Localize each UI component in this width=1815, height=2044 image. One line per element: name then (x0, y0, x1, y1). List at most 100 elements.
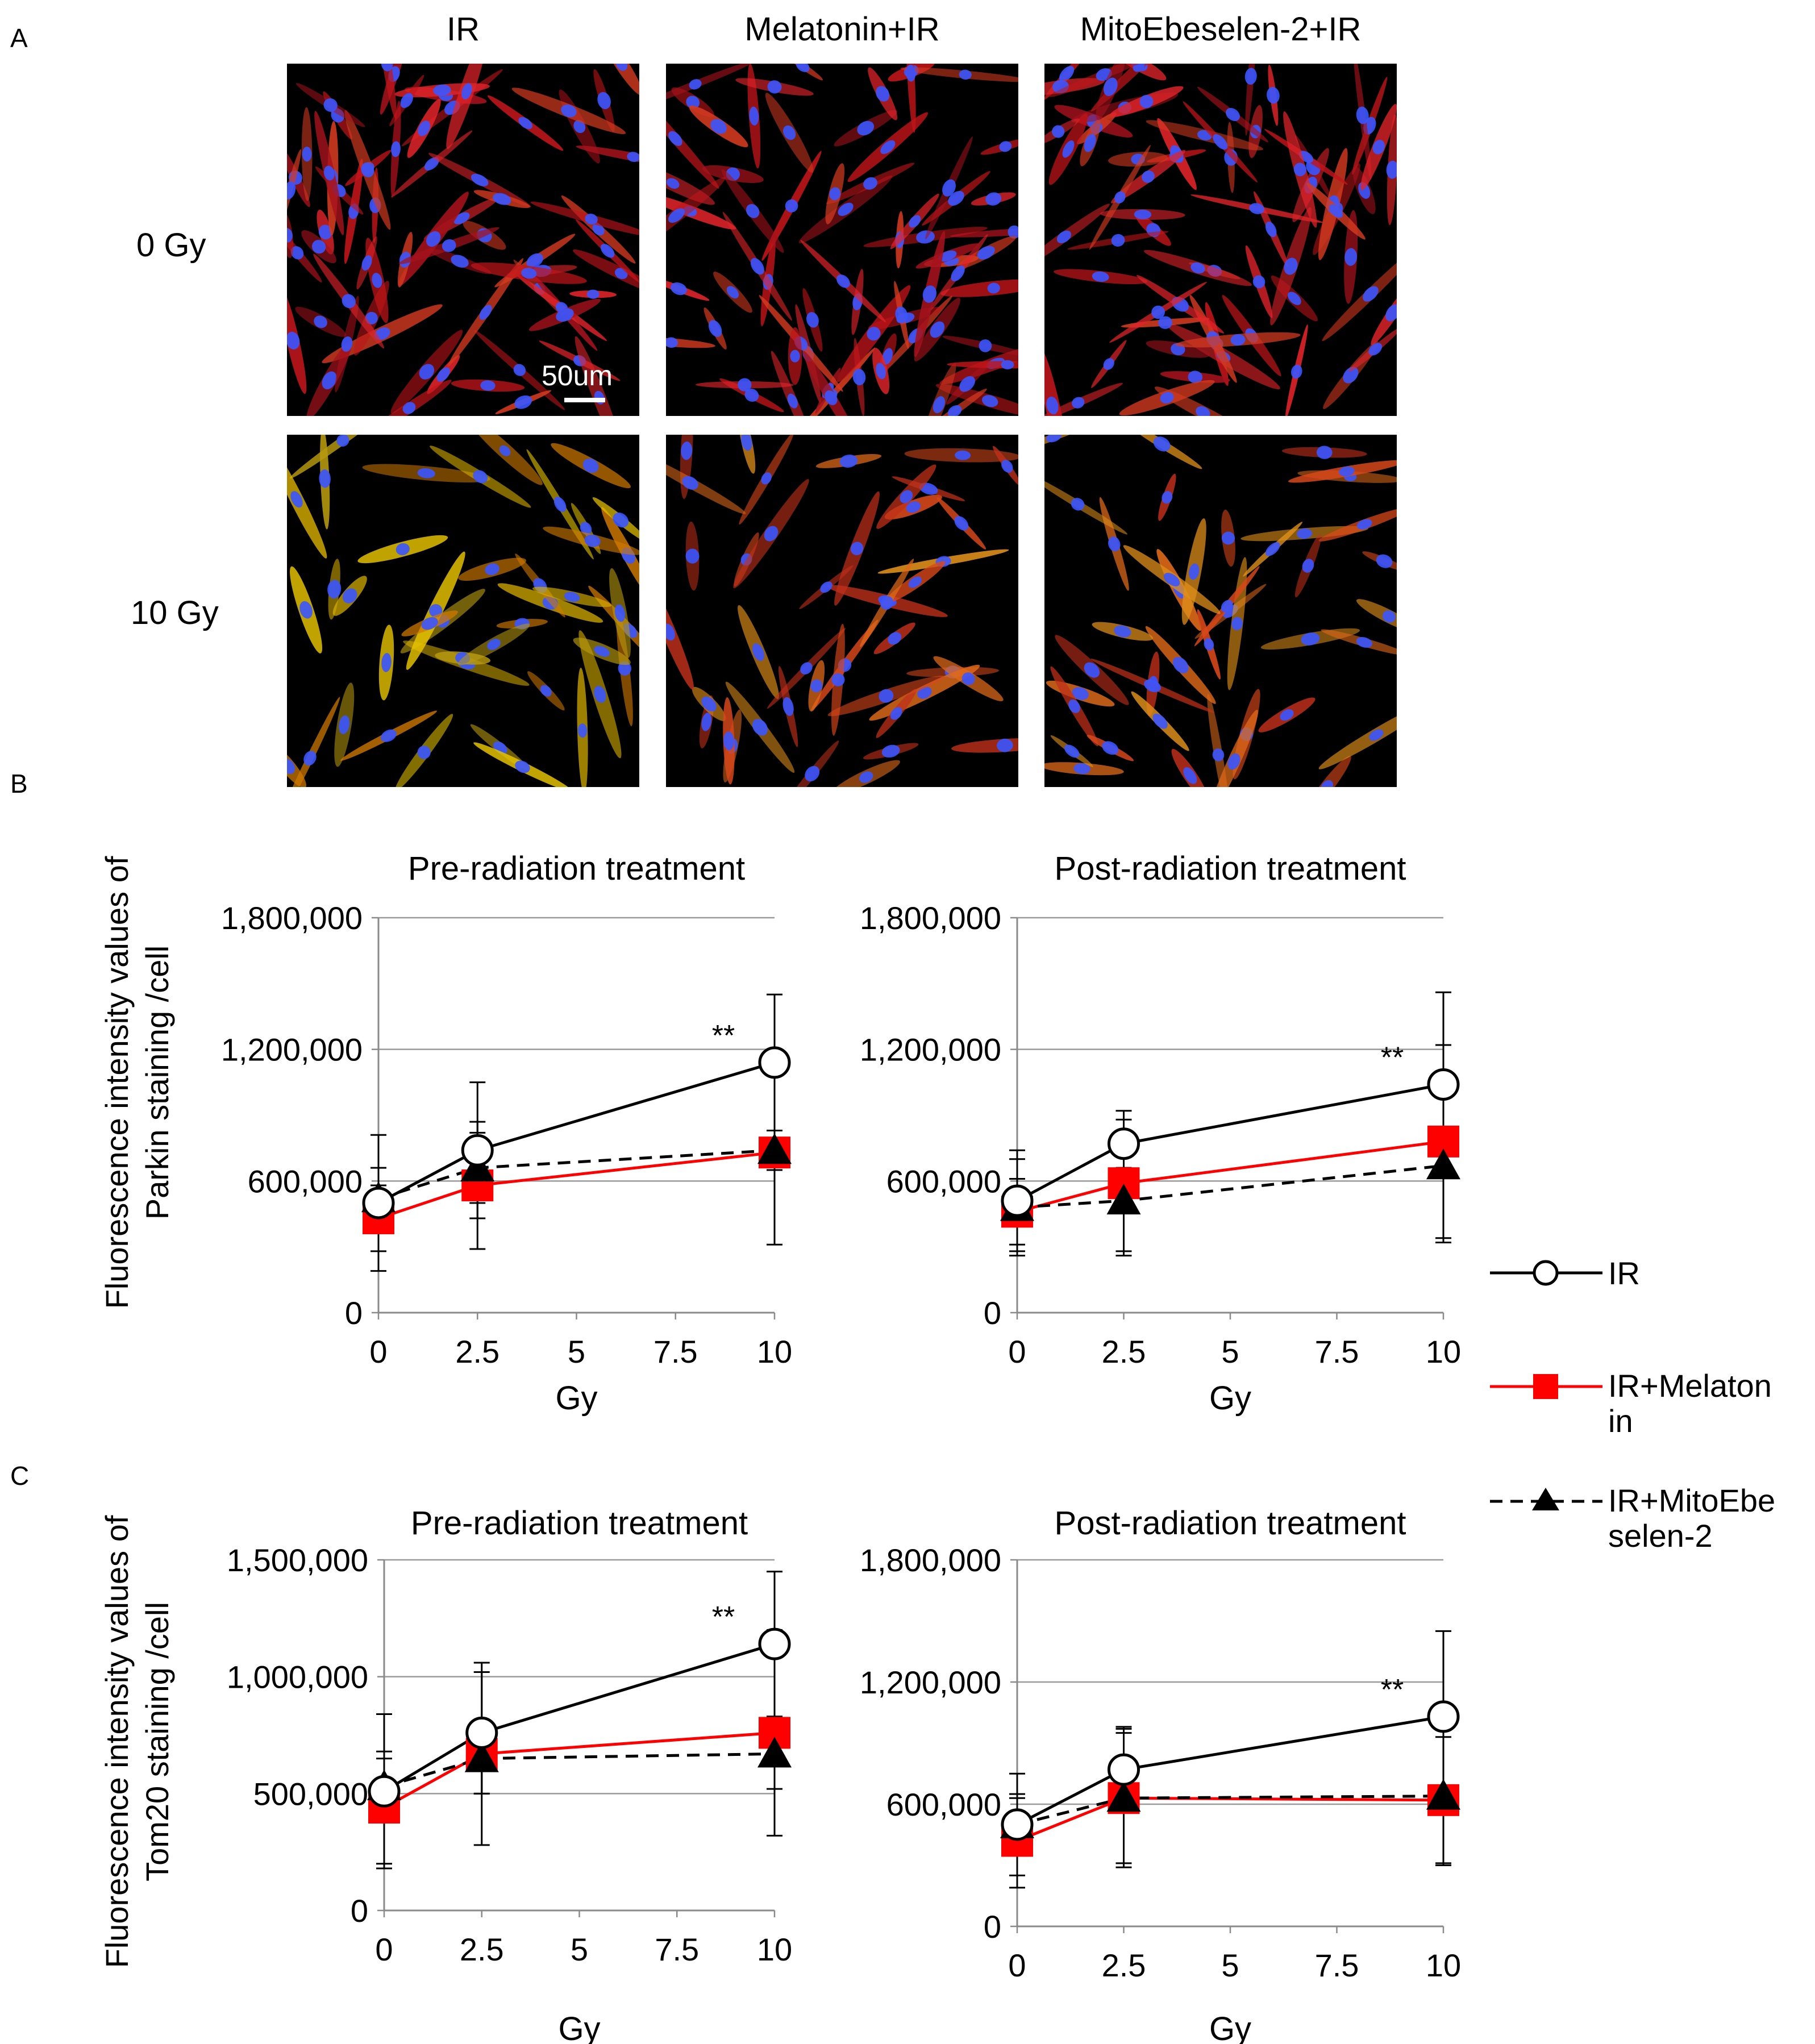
ylabel-c-line1: Fluorescence intensity values of (99, 1515, 135, 1968)
micro-col-melatonin: Melatonin+IR (744, 11, 940, 48)
chart-0-point-ir (362, 1187, 395, 1219)
chart-1-point-ir-mitoebeselen-2 (1426, 1148, 1460, 1180)
chart-1-xtick-label: 0 (1008, 1334, 1026, 1369)
micrograph-melatonin-10gy (666, 435, 1018, 787)
chart-0-point-ir (461, 1134, 494, 1167)
chart-0-xtick-label: 7.5 (653, 1334, 698, 1369)
chart-2-line-ir (383, 1642, 775, 1793)
chart-1-significance: ** (1381, 1041, 1404, 1074)
chart-0-point-ir-mitoebeselen-2 (757, 1133, 792, 1164)
chart-1-line-ir-melatonin (1017, 1140, 1444, 1213)
chart-3-xtick-label: 5 (1221, 1947, 1239, 1983)
chart-2-xlabel: Gy (558, 2010, 600, 2044)
chart-0-xlabel: Gy (555, 1380, 597, 1417)
chart-3-ytick-label: 1,200,000 (860, 1664, 1001, 1700)
chart-2-ytick-label: 500,000 (253, 1776, 368, 1812)
legend-marker-mitoebeselen (1532, 1488, 1559, 1510)
legend-label-melatonin-1: IR+Melaton (1608, 1368, 1772, 1404)
legend-label-mitoebeselen-2: selen-2 (1608, 1518, 1713, 1554)
chart-1-point-ir (1001, 1184, 1034, 1217)
chart-1-xlabel: Gy (1209, 1380, 1251, 1417)
chart-0-ytick-label: 1,200,000 (221, 1032, 363, 1068)
chart-2-point-ir (758, 1627, 791, 1660)
chart-3-title: Post-radiation treatment (1055, 1505, 1406, 1542)
micro-row-0gy: 0 Gy (136, 227, 206, 264)
chart-2-xtick-label: 0 (375, 1931, 393, 1967)
chart-1-ytick-label: 1,800,000 (860, 900, 1001, 936)
chart-1-point-ir (1427, 1068, 1460, 1101)
chart-1-xtick-label: 7.5 (1315, 1334, 1359, 1369)
legend-marker-ir (1533, 1260, 1559, 1286)
micro-col-ir: IR (447, 11, 480, 48)
chart-1-point-ir (1108, 1127, 1140, 1160)
chart-3-point-ir (1427, 1700, 1460, 1733)
chart-1-ytick-label: 600,000 (886, 1163, 1001, 1199)
ylabel-b-line1: Fluorescence intensity values of (99, 856, 135, 1309)
scale-bar (564, 398, 605, 402)
chart-0-xtick-label: 5 (568, 1334, 585, 1369)
chart-3-significance: ** (1381, 1674, 1404, 1706)
chart-0-ytick-label: 600,000 (248, 1163, 363, 1199)
chart-1-xtick-label: 5 (1221, 1334, 1239, 1369)
chart-0-ytick-label: 0 (345, 1295, 363, 1331)
chart-2-significance: ** (712, 1601, 735, 1634)
chart-2-xtick-label: 2.5 (460, 1931, 504, 1967)
chart-0-point-ir (758, 1046, 791, 1079)
panel-letter-a: A (10, 23, 28, 53)
chart-2-line-ir-melatonin (383, 1731, 775, 1809)
micrograph-mitoebeselen-10gy (1044, 435, 1397, 787)
chart-1-title: Post-radiation treatment (1055, 850, 1406, 887)
chart-1-point-ir-mitoebeselen-2 (1106, 1184, 1141, 1215)
panel-letter-b: B (10, 769, 28, 798)
legend-markers (1490, 1260, 1602, 1510)
chart-0-line-ir-melatonin (378, 1151, 775, 1220)
legend: IR IR+Melaton in IR+MitoEbe selen-2 (1489, 1239, 1807, 1580)
legend-label-ir: IR (1608, 1255, 1640, 1291)
chart-1-line-ir (1016, 1083, 1444, 1202)
chart-1-line-ir-mitoebeselen-2 (1017, 1164, 1444, 1209)
chart-2-ytick-label: 1,500,000 (227, 1542, 368, 1578)
chart-1-ytick-label: 0 (984, 1295, 1001, 1331)
chart-3-xtick-label: 0 (1008, 1947, 1026, 1983)
legend-marker-melatonin (1533, 1374, 1558, 1399)
chart-0-xtick-label: 2.5 (455, 1334, 499, 1369)
chart-2-ytick-label: 1,000,000 (227, 1659, 368, 1695)
chart-3-xtick-label: 10 (1426, 1947, 1461, 1983)
chart-3-xtick-label: 7.5 (1315, 1947, 1359, 1983)
micrograph-melatonin-0gy (666, 64, 1018, 416)
chart-0-line-ir (377, 1061, 775, 1205)
chart-2-point-ir (368, 1775, 401, 1808)
chart-2-point-ir-mitoebeselen-2 (464, 1741, 499, 1772)
legend-label-mitoebeselen-1: IR+MitoEbe (1608, 1483, 1776, 1518)
chart-3-ytick-label: 0 (984, 1909, 1001, 1945)
chart-0-title: Pre-radiation treatment (408, 850, 745, 887)
chart-3-xtick-label: 2.5 (1102, 1947, 1146, 1983)
chart-3-ytick-label: 1,800,000 (860, 1542, 1001, 1578)
micrograph-ir-10gy (287, 435, 639, 787)
chart-2-point-ir (465, 1716, 498, 1749)
chart-2-xtick-label: 5 (571, 1931, 588, 1967)
ylabel-c-line2: Tom20 staining /cell (139, 1602, 175, 1881)
chart-2-xtick-label: 10 (757, 1931, 792, 1967)
micrograph-mitoebeselen-0gy (1044, 64, 1397, 416)
chart-2-point-ir-mitoebeselen-2 (757, 1737, 792, 1768)
chart-0-ytick-label: 1,800,000 (221, 900, 363, 936)
micrograph-ir-0gy: 50um (287, 64, 639, 416)
micro-col-mitoebeselen: MitoEbeselen-2+IR (1080, 11, 1362, 48)
chart-2-title: Pre-radiation treatment (411, 1505, 748, 1542)
legend-label-melatonin-2: in (1608, 1403, 1633, 1439)
chart-1-ytick-label: 1,200,000 (860, 1032, 1001, 1068)
chart-0-significance: ** (712, 1019, 735, 1052)
chart-0-xtick-label: 0 (369, 1334, 387, 1369)
chart-1-xtick-label: 10 (1426, 1334, 1461, 1369)
micro-row-10gy: 10 Gy (131, 594, 219, 631)
chart-3-ytick-label: 600,000 (886, 1787, 1001, 1822)
chart-3-point-ir-mitoebeselen-2 (1106, 1781, 1141, 1812)
chart-3-point-ir-mitoebeselen-2 (1426, 1779, 1460, 1810)
panel-letter-c: C (10, 1461, 30, 1491)
chart-3-point-ir (1001, 1808, 1034, 1841)
scale-bar-label: 50um (542, 360, 613, 392)
chart-3-point-ir (1108, 1753, 1140, 1786)
chart-2-line-ir-mitoebeselen-2 (384, 1752, 775, 1788)
